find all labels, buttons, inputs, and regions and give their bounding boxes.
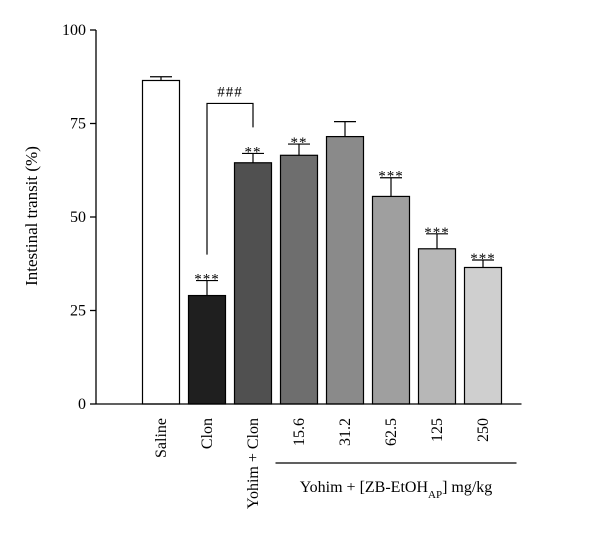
- significance-label: ***: [378, 169, 404, 185]
- category-label: 125: [429, 418, 446, 442]
- bar: [325, 135, 365, 405]
- y-axis: 0 25 50 75 100: [62, 22, 97, 413]
- category-label: 31.2: [337, 418, 354, 446]
- y-axis-label: Intestinal transit (%): [22, 146, 41, 286]
- category-label: Yohim + Clon: [245, 418, 262, 509]
- y-tick-label: 50: [70, 209, 86, 226]
- significance-label: ***: [424, 225, 450, 241]
- bar: [417, 248, 457, 405]
- category-label: 250: [475, 418, 492, 442]
- significance-label: **: [245, 144, 262, 160]
- significance-label: ***: [470, 251, 496, 267]
- bar: [187, 294, 227, 405]
- bar: [463, 266, 503, 405]
- bars: ****************###: [141, 76, 503, 405]
- category-label: Saline: [153, 418, 170, 458]
- comparison-bracket: [206, 102, 254, 255]
- y-tick-label: 0: [78, 396, 86, 413]
- dose-group: Yohim + [ZB-EtOHAP] mg/kg: [275, 462, 517, 501]
- category-label: 62.5: [383, 418, 400, 446]
- bar: [141, 79, 181, 405]
- significance-label: **: [291, 135, 308, 151]
- bar: [233, 162, 273, 405]
- y-tick-label: 100: [62, 22, 86, 39]
- significance-label: ***: [194, 272, 220, 288]
- category-label: Clon: [199, 418, 216, 449]
- y-tick-label: 75: [70, 116, 86, 133]
- comparison-label: ###: [217, 84, 243, 100]
- x-axis: Saline Clon Yohim + Clon 15.6 31.2 62.5 125 250: [96, 403, 522, 509]
- bar: [371, 195, 411, 405]
- dose-group-label: Yohim + [ZB-EtOHAP] mg/kg: [300, 479, 493, 501]
- y-tick-label: 25: [70, 303, 86, 320]
- category-label: 15.6: [291, 418, 308, 446]
- bar: [279, 154, 319, 405]
